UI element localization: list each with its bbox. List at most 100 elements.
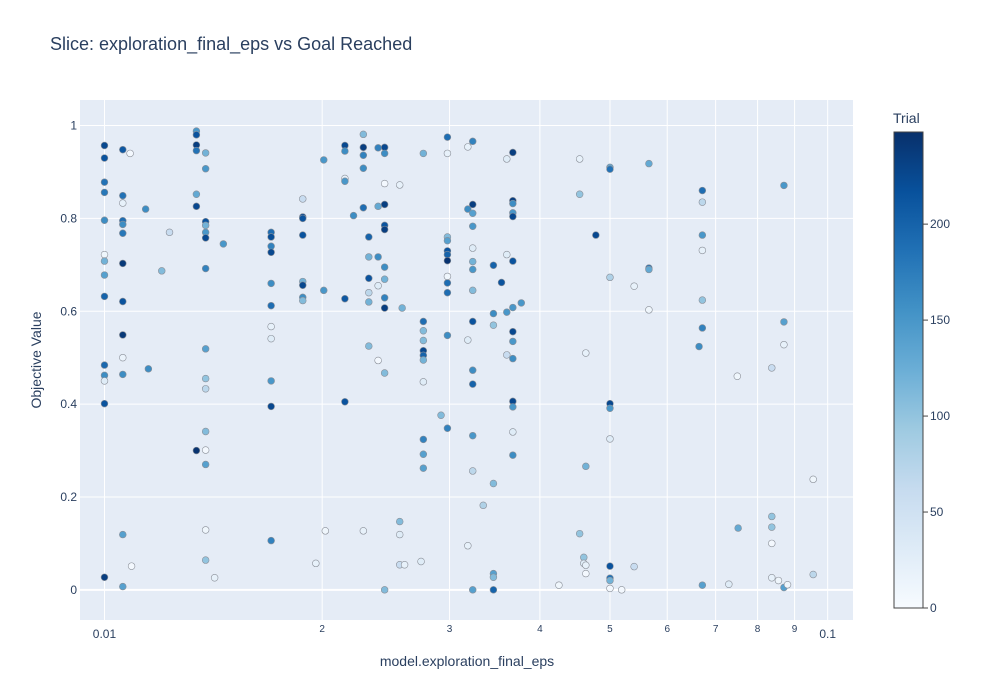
scatter-point	[774, 576, 783, 585]
scatter-point	[380, 294, 389, 302]
scatter-point	[606, 404, 614, 412]
scatter-point	[201, 221, 210, 230]
scatter-point	[380, 225, 389, 234]
scatter-point	[443, 424, 452, 432]
scatter-point	[464, 143, 472, 151]
scatter-point	[698, 246, 707, 255]
scatter-point	[606, 165, 614, 173]
scatter-point	[119, 370, 127, 379]
scatter-point	[469, 244, 477, 252]
scatter-point	[419, 149, 428, 158]
scatter-point	[201, 234, 210, 242]
y-axis-ticks: 0 0.2 0.4 0.6 0.8 1	[60, 119, 77, 597]
y-tick-label: 0	[70, 583, 77, 597]
scatter-point	[380, 369, 389, 377]
scatter-point	[443, 236, 452, 245]
scatter-point	[201, 556, 210, 564]
colorbar-tick-label: 150	[930, 313, 950, 327]
scatter-point	[768, 364, 776, 372]
scatter-point	[100, 188, 109, 197]
scatter-point	[192, 446, 201, 455]
scatter-point	[509, 451, 517, 459]
colorbar-title: Trial	[893, 110, 920, 126]
y-axis-title: Objective Value	[28, 311, 44, 408]
scatter-point	[380, 179, 389, 188]
colorbar-tick-label: 0	[930, 601, 937, 615]
scatter-point	[469, 467, 477, 475]
scatter-point	[489, 309, 498, 318]
scatter-point	[437, 411, 445, 419]
scatter-point	[780, 181, 788, 190]
scatter-point	[299, 214, 307, 223]
scatter-point	[630, 562, 638, 571]
scatter-point	[768, 539, 776, 548]
y-tick-label: 1	[70, 119, 77, 133]
scatter-point	[341, 398, 349, 406]
scatter-point	[365, 233, 373, 241]
scatter-point	[443, 288, 452, 297]
scatter-point	[606, 562, 614, 570]
scatter-point	[479, 501, 487, 510]
plot-area[interactable]	[80, 100, 853, 620]
y-tick-label: 0.6	[60, 304, 77, 318]
scatter-point	[582, 569, 590, 578]
scatter-point	[464, 542, 472, 550]
scatter-point	[201, 165, 210, 173]
y-tick-label: 0.4	[60, 397, 77, 411]
y-tick-label: 0.2	[60, 490, 77, 504]
scatter-point	[299, 231, 307, 239]
scatter-point	[509, 303, 517, 312]
colorbar-ticks: 0 50 100 150 200	[923, 217, 950, 615]
scatter-point	[489, 479, 498, 488]
scatter-point	[725, 580, 733, 588]
scatter-point	[201, 427, 210, 436]
scatter-point	[400, 561, 409, 569]
scatter-point	[645, 265, 653, 274]
scatter-point	[419, 450, 428, 458]
scatter-point	[645, 159, 653, 168]
scatter-point	[119, 145, 127, 154]
scatter-point	[489, 261, 498, 269]
scatter-point	[509, 354, 517, 363]
scatter-point	[119, 331, 127, 339]
scatter-point	[469, 586, 477, 594]
scatter-point	[695, 342, 703, 351]
scatter-point	[698, 198, 707, 206]
scatter-point	[419, 327, 428, 335]
scatter-point	[469, 366, 477, 374]
scatter-point	[299, 195, 307, 203]
scatter-point	[119, 297, 127, 306]
scatter-point	[341, 295, 349, 303]
scatter-point	[380, 304, 389, 312]
scatter-point	[582, 349, 590, 357]
scatter-point	[312, 559, 320, 568]
scatter-point	[443, 272, 452, 281]
scatter-point	[359, 527, 368, 535]
scatter-point	[503, 351, 511, 359]
scatter-point	[374, 356, 382, 365]
scatter-point	[469, 317, 477, 326]
scatter-point	[144, 365, 153, 373]
scatter-point	[780, 318, 788, 326]
scatter-point	[503, 155, 511, 163]
scatter-point	[267, 248, 275, 256]
scatter-point	[509, 212, 517, 221]
x-minor-tick-label: 4	[537, 624, 543, 635]
scatter-point	[419, 356, 428, 364]
scatter-point	[509, 337, 517, 346]
scatter-point	[210, 574, 219, 582]
scatter-point	[299, 281, 307, 289]
scatter-point	[365, 253, 373, 261]
scatter-point	[320, 286, 328, 295]
scatter-point	[380, 149, 389, 158]
scatter-point	[509, 428, 517, 436]
scatter-point	[100, 377, 109, 385]
scatter-point	[267, 279, 275, 288]
scatter-point	[469, 257, 477, 266]
scatter-point	[201, 345, 210, 353]
scatter-point	[768, 523, 776, 531]
scatter-point	[419, 317, 428, 326]
scatter-point	[575, 155, 584, 163]
x-minor-tick-label: 7	[713, 624, 719, 635]
scatter-point	[158, 267, 166, 275]
